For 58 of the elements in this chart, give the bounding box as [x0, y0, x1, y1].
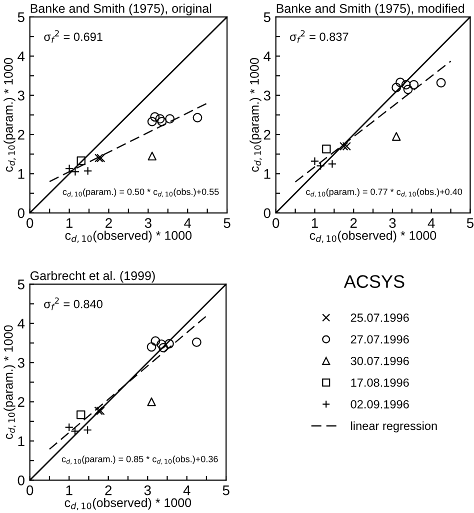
- chart-title: Banke and Smith (1975), modified: [276, 4, 464, 16]
- y-tick-label: 1: [18, 436, 24, 446]
- x-tick-label: 2: [105, 485, 112, 496]
- x-axis-title: c$_{d,10}$(observed) * 1000: [64, 498, 192, 510]
- y-axis-title: c$_{d,10}$(param.) * 1000: [4, 58, 16, 172]
- x-tick-label: 1: [66, 218, 72, 228]
- y-tick-label: 4: [18, 318, 25, 328]
- y-tick-label: 3: [264, 90, 270, 100]
- y-tick-label: 0: [264, 208, 270, 218]
- annotation: σ$_{f}$$^{2}$ = 0.691: [44, 30, 102, 43]
- y-tick-label: 5: [18, 280, 24, 290]
- y-tick-label: 2: [18, 130, 24, 140]
- annotation: c$_{d,10}$(param.) = 0.85 * c$_{d,10}$(obs.)+0.36: [62, 456, 218, 464]
- x-tick-label: 2: [106, 218, 112, 228]
- legend-label: 27.07.1996: [350, 335, 409, 344]
- x-tick-label: 0: [272, 218, 280, 228]
- y-tick-label: 4: [18, 52, 25, 62]
- y-tick-label: 2: [18, 397, 24, 407]
- x-tick-label: 3: [144, 218, 152, 228]
- y-tick-label: 3: [18, 90, 24, 100]
- annotation: c$_{d,10}$(param.) = 0.77 * c$_{d,10}$(obs.)+0.40: [306, 188, 462, 198]
- y-tick-label: 4: [264, 52, 271, 62]
- chart-title: Garbrecht et al. (1999): [30, 270, 155, 283]
- x-tick-label: 5: [224, 218, 230, 228]
- legend-label: linear regression: [351, 421, 437, 432]
- x-tick-label: 4: [428, 218, 435, 228]
- legend-label: 02.09.1996: [350, 400, 409, 408]
- x-tick-label: 5: [466, 218, 474, 228]
- legend-title: ACSYS: [344, 275, 404, 288]
- x-tick-label: 2: [350, 218, 357, 228]
- x-tick-label: 4: [183, 486, 190, 496]
- y-tick-label: 5: [264, 12, 270, 22]
- legend-label: 17.08.1996: [351, 378, 409, 387]
- x-tick-label: 3: [389, 218, 396, 228]
- y-axis-title: c$_{d,10}$(param.) * 1000: [4, 325, 16, 440]
- annotation: σ$_{f}$$^{2}$ = 0.837: [290, 30, 348, 43]
- legend-label: 25.07.1996: [350, 314, 409, 322]
- x-tick-label: 0: [26, 485, 34, 496]
- x-axis-title: c$_{d,10}$(observed) * 1000: [310, 230, 436, 243]
- y-tick-label: 1: [264, 169, 270, 179]
- y-tick-label: 2: [264, 130, 270, 140]
- chart-title: Banke and Smith (1975), original: [30, 4, 212, 16]
- x-tick-label: 1: [66, 486, 72, 496]
- x-tick-label: 1: [312, 218, 318, 228]
- x-tick-label: 4: [184, 218, 192, 228]
- x-tick-label: 3: [144, 485, 151, 496]
- annotation: c$_{d,10}$(param.) = 0.50 * c$_{d,10}$(obs.)+0.55: [62, 188, 219, 198]
- x-axis-title: c$_{d,10}$(observed) * 1000: [65, 230, 192, 243]
- y-tick-label: 0: [18, 208, 24, 218]
- annotation: σ$_{f}$$^{2}$ = 0.840: [44, 297, 102, 310]
- x-tick-label: 5: [222, 486, 230, 496]
- y-tick-label: 0: [18, 476, 24, 486]
- legend-label: 30.07.1996: [350, 356, 409, 366]
- y-tick-label: 5: [18, 12, 24, 22]
- x-tick-label: 0: [26, 218, 34, 228]
- y-tick-label: 3: [18, 358, 24, 368]
- y-axis-title: c$_{d,10}$(param.) * 1000: [250, 58, 262, 172]
- y-tick-label: 1: [18, 169, 24, 179]
